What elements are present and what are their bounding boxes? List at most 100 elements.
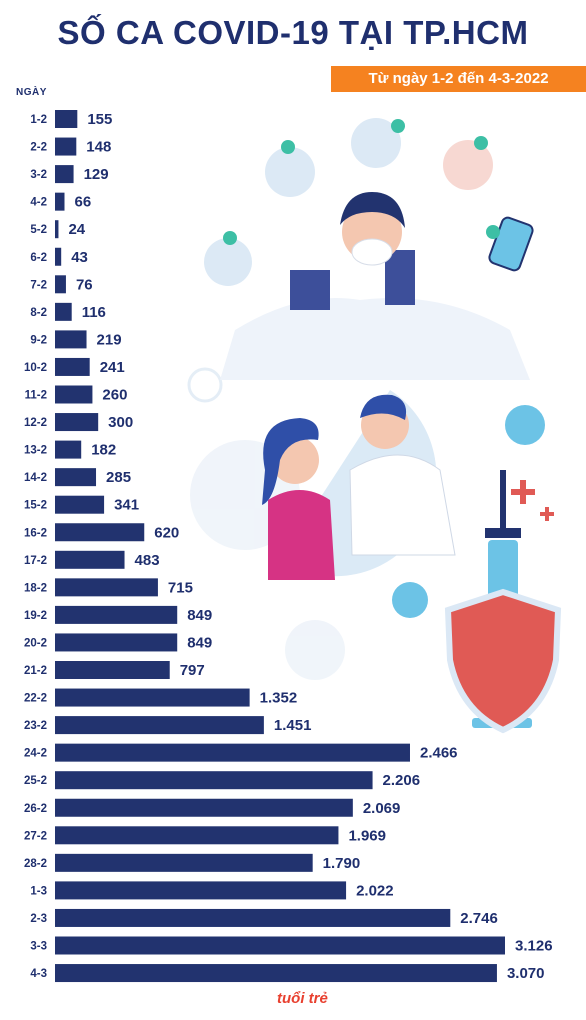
data-label: 797 <box>180 662 205 679</box>
bar <box>55 853 313 872</box>
people-icon <box>265 147 315 197</box>
bar <box>55 357 90 376</box>
publisher-logo: tuổi trẻ <box>277 990 328 1007</box>
bar <box>55 550 125 569</box>
bar <box>55 220 59 239</box>
bar <box>55 661 170 679</box>
bar <box>55 468 97 487</box>
bar <box>55 688 250 707</box>
category-label: 2-3 <box>30 913 47 925</box>
category-label: 3-3 <box>30 941 47 953</box>
data-label: 2.022 <box>356 882 394 899</box>
category-label: 6-2 <box>30 252 47 264</box>
category-label: 10-2 <box>24 362 47 374</box>
bar <box>55 165 74 184</box>
data-label: 241 <box>100 359 125 376</box>
category-axis-header: NGÀY <box>16 87 47 98</box>
check-icon <box>486 225 500 239</box>
category-label: 4-2 <box>30 197 47 209</box>
doctor-hair-icon <box>340 192 405 228</box>
category-label: 17-2 <box>24 555 47 567</box>
category-label: 21-2 <box>24 665 47 677</box>
phone-icon <box>488 216 534 272</box>
category-label: 13-2 <box>24 445 47 457</box>
data-label: 116 <box>82 304 106 321</box>
data-label: 24 <box>68 221 85 238</box>
category-label: 1-2 <box>30 114 47 126</box>
category-label: 4-3 <box>30 968 47 980</box>
check-icon <box>391 119 405 133</box>
category-label: 18-2 <box>24 582 47 594</box>
building-icon <box>385 250 415 305</box>
category-label: 15-2 <box>24 500 47 512</box>
data-label: 341 <box>114 497 139 514</box>
data-label: 129 <box>84 166 109 183</box>
nurse-icon <box>351 118 401 168</box>
data-label: 43 <box>71 249 88 266</box>
bar <box>55 302 72 321</box>
bar <box>55 633 178 652</box>
data-label: 2.466 <box>420 745 458 762</box>
handwash-icon <box>443 140 493 190</box>
category-label: 7-2 <box>30 279 47 291</box>
bar <box>55 908 451 927</box>
bar <box>55 330 87 349</box>
bar <box>55 881 347 900</box>
category-label: 5-2 <box>30 224 47 236</box>
category-label: 19-2 <box>24 610 47 622</box>
category-label: 2-2 <box>30 142 47 154</box>
bar <box>55 578 158 597</box>
bar <box>55 495 105 514</box>
bar <box>55 275 66 294</box>
bar <box>55 110 78 128</box>
bar <box>55 440 82 459</box>
bar <box>55 716 264 735</box>
shield-5k-icon <box>444 588 562 734</box>
building-icon <box>290 270 330 310</box>
bar <box>55 247 62 266</box>
health-worker-illustration <box>349 454 456 556</box>
category-label: 28-2 <box>24 858 47 870</box>
check-icon <box>474 136 488 150</box>
data-label: 219 <box>97 331 122 348</box>
data-label: 66 <box>75 194 92 211</box>
bar <box>55 413 99 432</box>
data-label: 2.746 <box>460 910 498 927</box>
data-label: 2.069 <box>363 800 401 817</box>
category-label: 3-2 <box>30 169 47 181</box>
category-label: 12-2 <box>24 417 47 429</box>
plus-icon <box>511 480 554 521</box>
virus-icon <box>392 582 428 618</box>
category-label: 22-2 <box>24 693 47 705</box>
check-icon <box>281 140 295 154</box>
bar <box>55 964 497 983</box>
data-label: 260 <box>102 387 127 404</box>
bar <box>55 798 353 817</box>
category-label: 9-2 <box>30 334 47 346</box>
doctor-illustration <box>220 298 530 380</box>
check-icon <box>223 231 237 245</box>
patient-illustration <box>268 490 335 580</box>
category-label: 14-2 <box>24 472 47 484</box>
data-label: 182 <box>91 442 116 459</box>
data-label: 2.206 <box>383 772 421 789</box>
bar <box>55 137 77 156</box>
category-label: 20-2 <box>24 637 47 649</box>
virus-icon <box>505 405 545 445</box>
data-label: 1.352 <box>260 690 298 707</box>
bar <box>55 605 178 624</box>
bar <box>55 743 410 762</box>
patient-hair-icon <box>262 418 319 505</box>
data-label: 76 <box>76 276 93 293</box>
category-label: 1-3 <box>30 885 47 897</box>
data-label: 620 <box>154 524 179 541</box>
bar <box>55 936 505 955</box>
data-label: 1.969 <box>348 827 386 844</box>
bar <box>55 192 65 211</box>
bar <box>55 826 339 845</box>
data-label: 483 <box>135 552 160 569</box>
virus-icon <box>285 620 345 680</box>
category-label: 27-2 <box>24 830 47 842</box>
data-label: 715 <box>168 579 193 596</box>
